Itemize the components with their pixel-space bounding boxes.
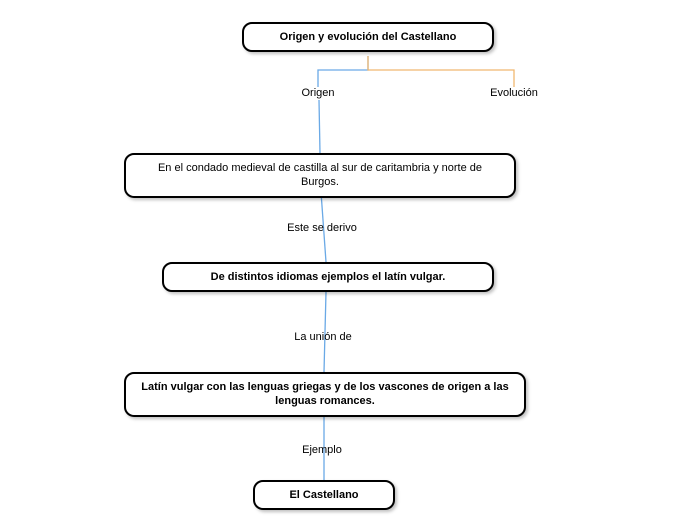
node-n4: El Castellano — [253, 480, 395, 510]
label-origen: Origen — [301, 87, 334, 99]
label-evolucion: Evolución — [490, 87, 538, 99]
label-l1: Este se derivo — [287, 222, 357, 234]
node-n3: Latín vulgar con las lenguas griegas y d… — [124, 372, 526, 417]
node-n2: De distintos idiomas ejemplos el latín v… — [162, 262, 494, 292]
connectors-layer — [0, 0, 696, 520]
node-n1: En el condado medieval de castilla al su… — [124, 153, 516, 198]
node-root: Origen y evolución del Castellano — [242, 22, 494, 52]
label-l2: La unión de — [294, 331, 352, 343]
label-l3: Ejemplo — [302, 444, 342, 456]
